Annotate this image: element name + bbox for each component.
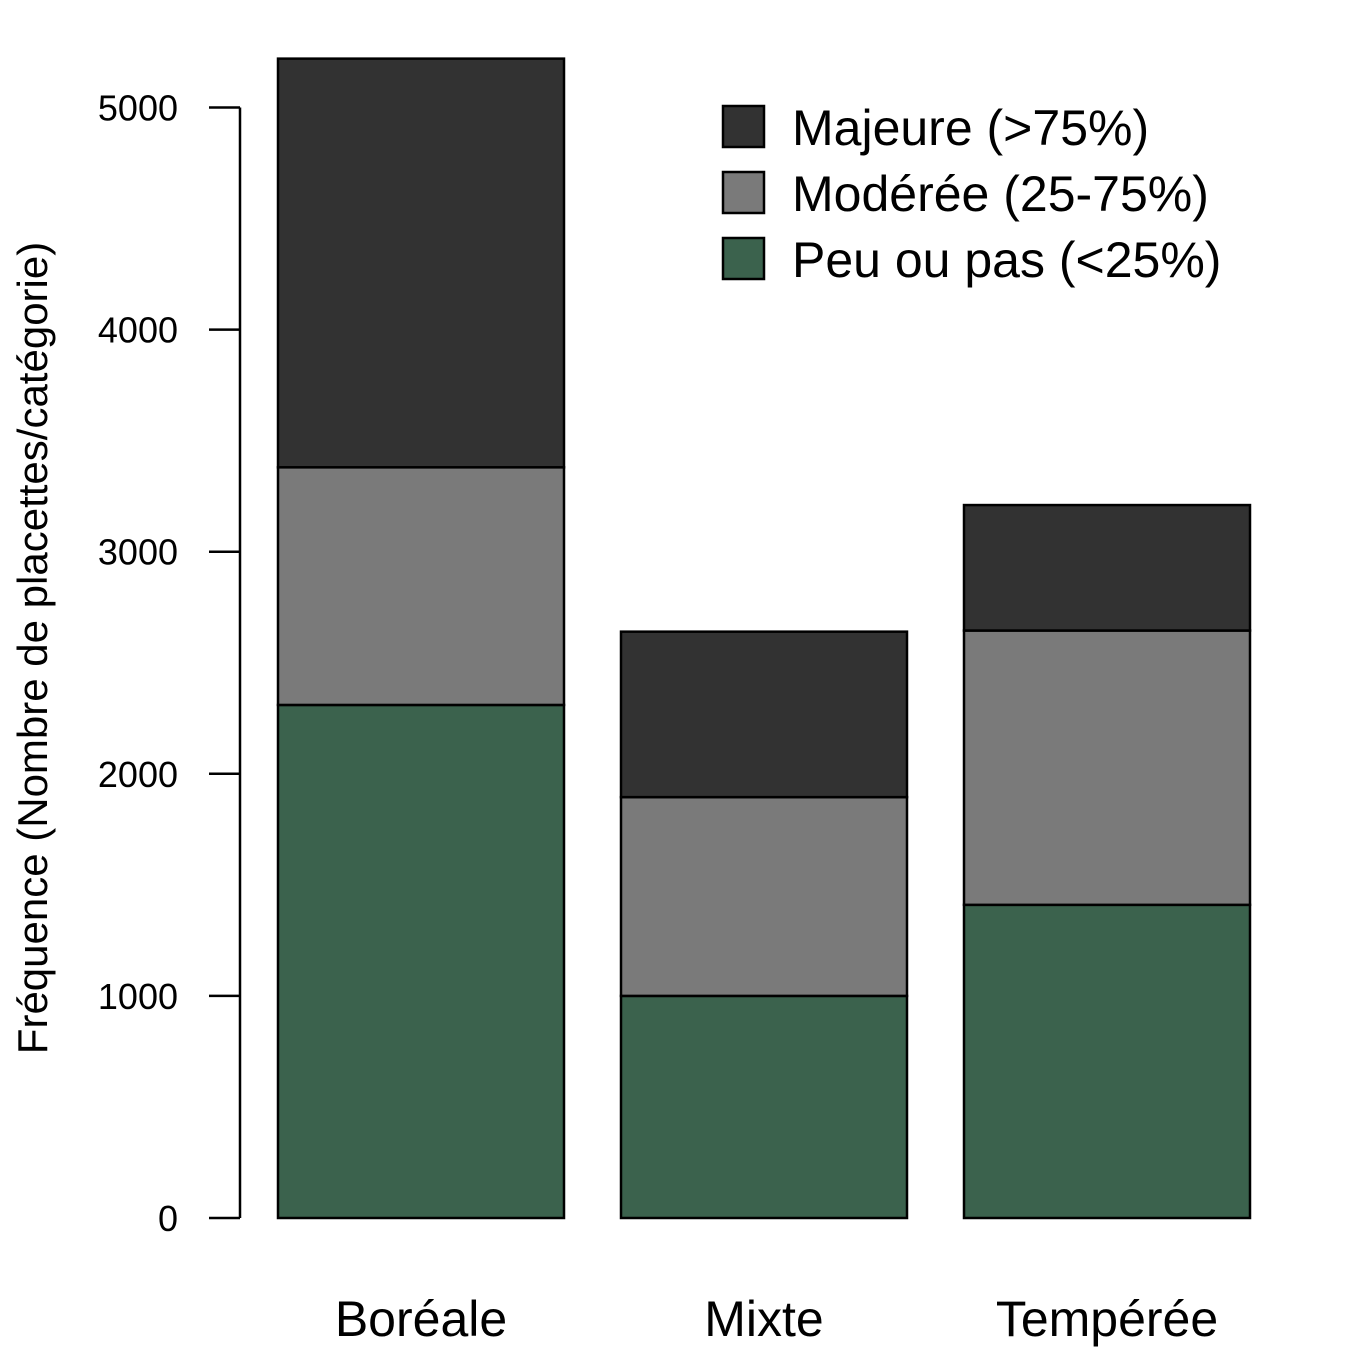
bar-segment (276, 57, 566, 469)
legend-label: Modérée (25-75%) (792, 166, 1209, 222)
legend-swatch (721, 104, 766, 149)
legend-label: Majeure (>75%) (792, 100, 1149, 156)
bar-segment (619, 994, 909, 1220)
bar-segment (619, 795, 909, 998)
legend-swatch (721, 170, 766, 215)
x-axis-labels: Boréale Mixte Tempérée (335, 1291, 1218, 1347)
bar-segment (962, 903, 1252, 1220)
x-category-label: Boréale (335, 1291, 507, 1347)
y-tick-label: 1000 (98, 976, 178, 1017)
y-tick-label: 4000 (98, 310, 178, 351)
y-tick-label: 0 (158, 1198, 178, 1239)
bar-segment (276, 703, 566, 1220)
bar-segment (619, 630, 909, 799)
x-category-label: Mixte (704, 1291, 823, 1347)
y-tick-label: 5000 (98, 88, 178, 129)
legend-label: Peu ou pas (<25%) (792, 232, 1221, 288)
y-tick-label: 3000 (98, 532, 178, 573)
y-axis-title: Fréquence (Nombre de placettes/catégorie… (9, 242, 56, 1054)
x-category-label: Tempérée (996, 1291, 1218, 1347)
legend: Majeure (>75%) Modérée (25-75%) Peu ou pas… (721, 100, 1221, 288)
bar-segment (276, 466, 566, 707)
legend-swatch (721, 236, 766, 281)
bar-segment (962, 503, 1252, 632)
bars (276, 57, 1252, 1220)
y-tick-label: 2000 (98, 754, 178, 795)
y-axis: 0 1000 2000 3000 4000 5000 (98, 88, 242, 1239)
bar-segment (962, 629, 1252, 907)
